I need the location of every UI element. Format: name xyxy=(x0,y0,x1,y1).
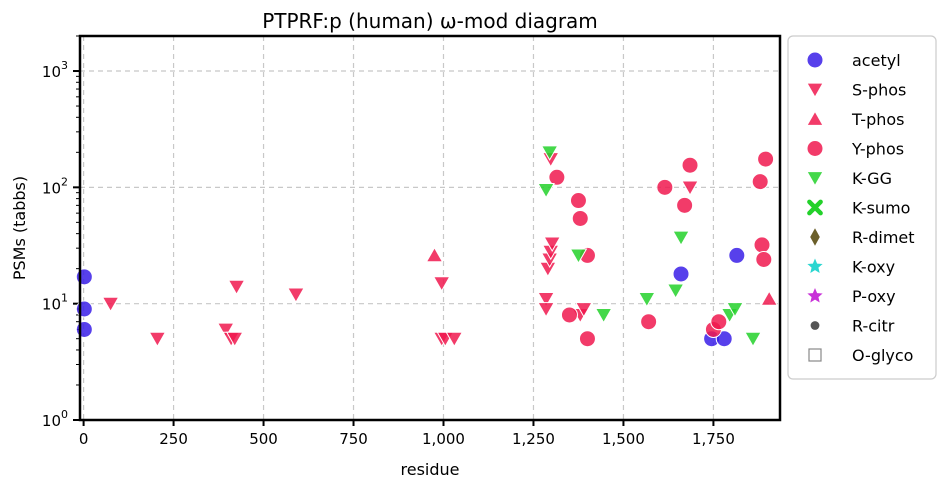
data-point-s-phos xyxy=(148,331,167,348)
data-point-y-phos xyxy=(569,192,587,210)
y-axis-label: PSMs (tabbs) xyxy=(10,176,29,280)
data-point-t-phos xyxy=(760,290,779,306)
data-point-s-phos xyxy=(101,296,120,313)
legend-label-acetyl: acetyl xyxy=(852,51,901,70)
data-point-k-gg xyxy=(569,248,588,265)
data-point-t-phos xyxy=(425,246,444,263)
data-point-y-phos xyxy=(640,313,658,331)
x-tick-label: 0 xyxy=(79,430,89,448)
legend-marker-k-oxy xyxy=(807,258,823,273)
data-point-acetyl xyxy=(715,330,733,348)
chart-title: PTPRF:p (human) ω-mod diagram xyxy=(262,9,598,33)
data-point-acetyl xyxy=(672,265,690,283)
data-point-y-phos xyxy=(656,178,674,196)
data-point-s-phos xyxy=(543,236,562,252)
data-point-acetyl xyxy=(75,300,93,318)
legend-label-s-phos: S-phos xyxy=(852,81,906,100)
legend-marker-t-phos xyxy=(806,110,824,126)
x-axis-label: residue xyxy=(401,460,460,479)
legend-marker-acetyl xyxy=(806,51,824,69)
x-tick-label: 1,000 xyxy=(422,430,465,448)
legend: acetyl S-phos T-phos Y-phos K-GG K-sumo R-dime… xyxy=(787,35,937,380)
data-point-k-gg xyxy=(537,183,555,199)
legend-marker-k-sumo xyxy=(807,199,823,216)
legend-label-r-citr: R-citr xyxy=(852,317,895,336)
data-point-y-phos xyxy=(578,330,596,348)
legend-marker-p-oxy xyxy=(807,288,823,303)
data-point-k-gg xyxy=(744,331,762,348)
data-point-acetyl xyxy=(75,268,93,286)
axis-ticks: 0 250 500 750 1,000 1,250 1,500 1,750 100 101 102 1… xyxy=(42,35,735,448)
data-point-acetyl xyxy=(728,246,746,264)
data-point-k-gg xyxy=(666,283,685,300)
data-point-s-phos xyxy=(574,302,593,318)
data-point-k-gg xyxy=(726,302,744,318)
x-tick-label: 1,750 xyxy=(692,430,735,448)
data-point-acetyl xyxy=(75,320,93,338)
plot-frame xyxy=(78,34,782,422)
legend-marker-s-phos xyxy=(806,82,824,99)
data-point-y-phos xyxy=(571,209,589,227)
legend-label-r-dimet: R-dimet xyxy=(852,228,915,247)
data-point-s-phos xyxy=(537,302,555,318)
y-tick-label: 100 xyxy=(42,408,68,430)
legend-marker-y-phos xyxy=(806,140,824,157)
data-point-y-phos xyxy=(560,306,578,324)
data-point-k-gg xyxy=(637,291,656,308)
x-tick-label: 1,250 xyxy=(512,430,555,448)
legend-label-t-phos: T-phos xyxy=(851,110,905,129)
legend-label-k-sumo: K-sumo xyxy=(852,199,910,218)
x-tick-label: 750 xyxy=(339,430,368,448)
data-point-s-phos xyxy=(225,331,244,348)
data-point-y-phos xyxy=(681,156,699,174)
data-point-k-gg xyxy=(672,230,690,247)
data-point-k-gg xyxy=(594,308,613,324)
data-point-s-phos xyxy=(432,276,451,292)
y-tick-label: 103 xyxy=(42,59,68,81)
legend-label-p-oxy: P-oxy xyxy=(852,287,896,306)
data-point-y-phos xyxy=(753,236,771,254)
legend-marker-r-citr xyxy=(810,321,820,330)
y-tick-label: 102 xyxy=(42,175,68,197)
legend-marker-k-gg xyxy=(806,171,824,187)
legend-label-k-gg: K-GG xyxy=(852,169,892,188)
data-point-y-phos xyxy=(676,196,694,214)
data-points xyxy=(75,145,779,348)
data-point-s-phos xyxy=(537,291,555,308)
legend-label-k-oxy: K-oxy xyxy=(852,258,895,277)
data-point-s-phos xyxy=(445,331,464,348)
data-point-k-gg xyxy=(540,145,559,161)
data-point-s-phos xyxy=(216,322,235,339)
legend-box xyxy=(787,35,937,380)
grid xyxy=(80,36,780,420)
data-point-y-phos xyxy=(710,313,728,331)
x-tick-label: 500 xyxy=(249,430,278,448)
y-tick-label: 101 xyxy=(42,292,68,314)
x-tick-label: 250 xyxy=(159,430,188,448)
legend-label-o-glyco: O-glyco xyxy=(852,346,913,365)
data-point-y-phos xyxy=(751,173,769,191)
legend-label-y-phos: Y-phos xyxy=(851,140,904,159)
data-point-y-phos xyxy=(548,168,566,186)
data-point-y-phos xyxy=(755,250,773,268)
data-point-s-phos xyxy=(681,180,699,196)
legend-marker-o-glyco xyxy=(808,348,822,362)
data-point-s-phos xyxy=(287,287,305,304)
data-point-y-phos xyxy=(757,150,775,168)
cross-stroke xyxy=(807,199,823,216)
legend-marker-r-dimet xyxy=(810,228,820,246)
x-tick-label: 1,500 xyxy=(602,430,645,448)
data-point-s-phos xyxy=(227,279,246,296)
